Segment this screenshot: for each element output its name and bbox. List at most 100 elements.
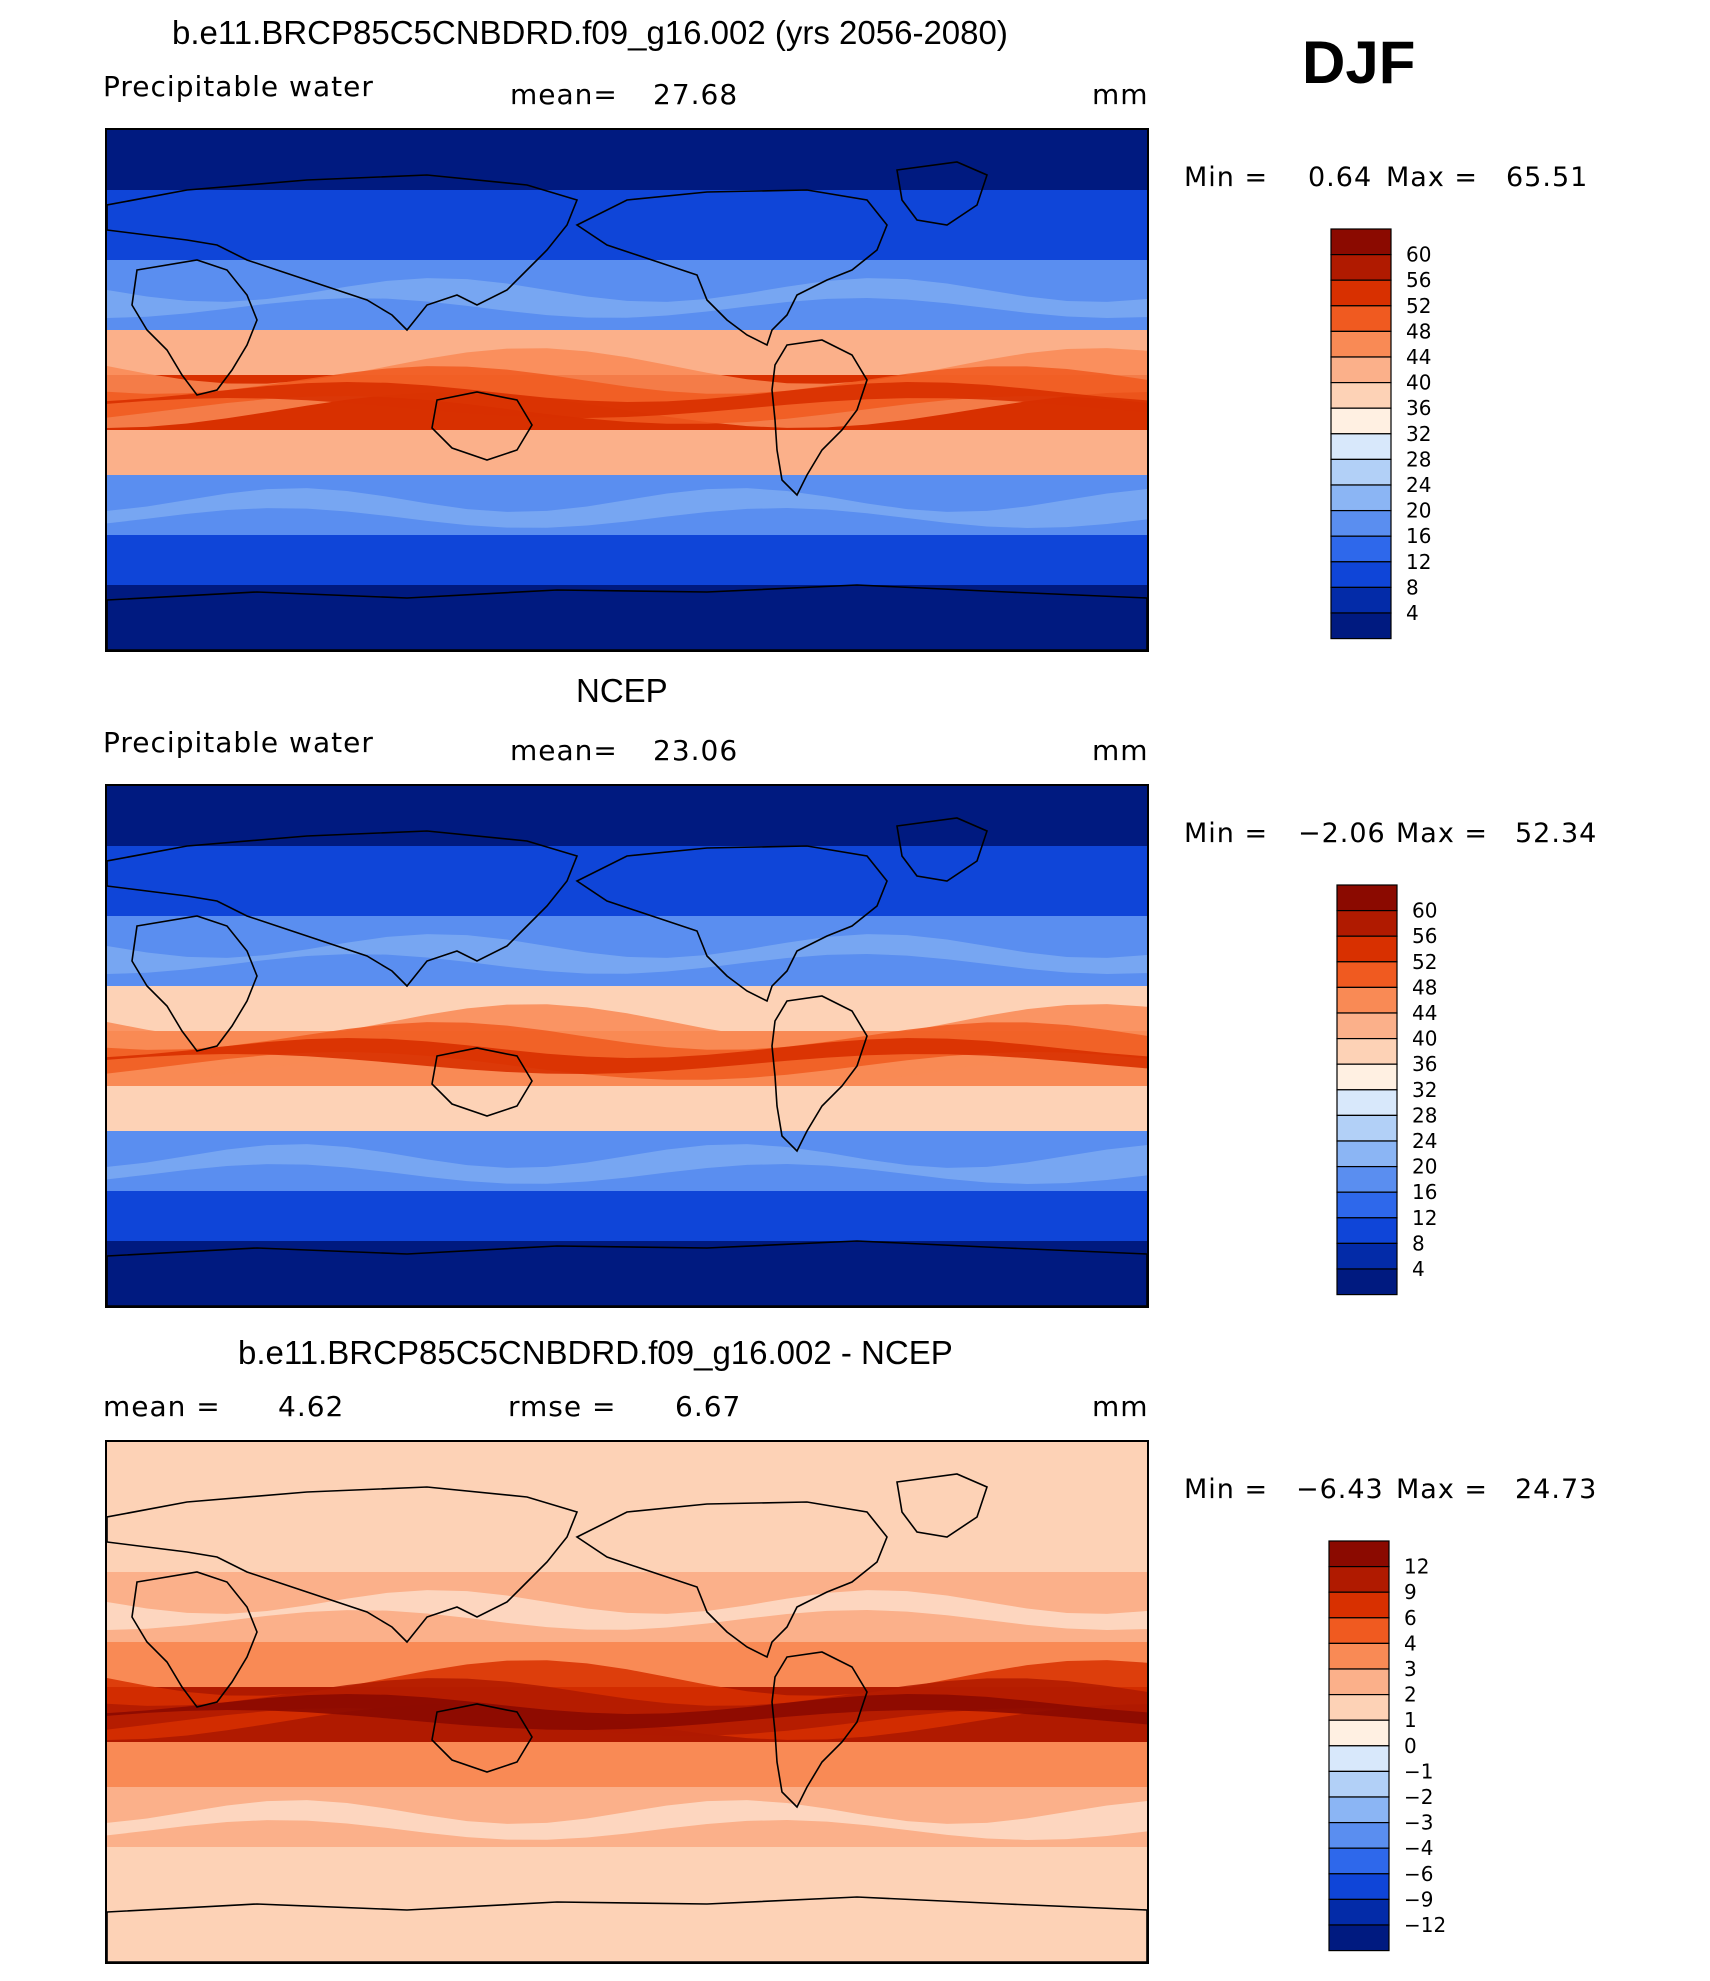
colorbar-swatch [1328, 1898, 1390, 1926]
colorbar-tick-label: −3 [1404, 1811, 1433, 1835]
colorbar-tick-label: −6 [1404, 1862, 1433, 1886]
colorbar-tick-label: 44 [1412, 1001, 1437, 1025]
colorbar-tick-label: 2 [1404, 1683, 1417, 1707]
panel-obs-units: mm [1092, 734, 1149, 767]
panel-diff-map [105, 1440, 1149, 1964]
colorbar-swatch [1336, 1191, 1398, 1219]
field-contour [107, 1800, 1147, 1840]
coastline [107, 830, 579, 988]
colorbar-swatch [1336, 1140, 1398, 1168]
field-band [107, 846, 1147, 916]
colorbar-tick-label: 8 [1412, 1231, 1425, 1255]
coastline [771, 1651, 868, 1809]
field-band [107, 130, 1147, 190]
colorbar-swatch [1328, 1719, 1390, 1747]
colorbar-tick-label: 3 [1404, 1657, 1417, 1681]
panel-diff-mean-label: mean = [103, 1390, 221, 1423]
field-band [107, 585, 1147, 650]
colorbar-tick-label: 24 [1412, 1129, 1437, 1153]
colorbar-swatch [1336, 1114, 1398, 1142]
colorbar-tick-label: 16 [1412, 1180, 1437, 1204]
colorbar-tick-label: 24 [1406, 473, 1431, 497]
field-contour [107, 278, 1147, 318]
field-band [107, 1442, 1147, 1502]
colorbar-tick-label: 0 [1404, 1734, 1417, 1758]
colorbar-swatch [1336, 909, 1398, 937]
field-band [107, 1086, 1147, 1131]
colorbar-tick-label: −4 [1404, 1836, 1433, 1860]
colorbar-tick-label: 56 [1406, 268, 1431, 292]
colorbar-swatch [1336, 1063, 1398, 1091]
panel-diff-mean-value: 4.62 [278, 1390, 345, 1423]
colorbar-swatch [1328, 1770, 1390, 1798]
panel-model-map [105, 128, 1149, 652]
colorbar-swatch [1330, 433, 1392, 460]
panel-diff-units: mm [1092, 1390, 1149, 1423]
panel-diff-max-label: Max = [1396, 1474, 1489, 1505]
colorbar-swatch [1328, 1617, 1390, 1644]
colorbar-swatch [1336, 1089, 1398, 1116]
colorbar-swatch [1336, 961, 1398, 988]
colorbar-swatch [1336, 986, 1398, 1014]
field-contour [107, 488, 1147, 528]
coastline [107, 1486, 579, 1644]
colorbar-swatch [1328, 1668, 1390, 1696]
colorbar-swatch [1330, 228, 1392, 256]
colorbar-tick-label: 16 [1406, 524, 1431, 548]
coastline [431, 391, 533, 461]
colorbar-swatch [1336, 1268, 1398, 1296]
panel-model-max-label: Max = [1386, 162, 1479, 193]
coastline [107, 584, 1147, 650]
panel-model-max-value: 65.51 [1506, 162, 1589, 193]
colorbar-swatch [1328, 1693, 1390, 1721]
colorbar-tick-label: 60 [1412, 899, 1437, 923]
colorbar-swatch [1330, 484, 1392, 512]
panel-obs-max-label: Max = [1396, 818, 1489, 849]
coastline [431, 1703, 533, 1773]
colorbar-tick-label: 4 [1412, 1257, 1425, 1281]
colorbar-tick-label: −12 [1404, 1913, 1446, 1937]
colorbar-swatch [1330, 407, 1392, 435]
colorbar-tick-label: 32 [1412, 1078, 1437, 1102]
colorbar-tick-label: 9 [1404, 1580, 1417, 1604]
colorbar-tick-label: 56 [1412, 924, 1437, 948]
colorbar-tick-label: 40 [1406, 371, 1431, 395]
colorbar-tick-label: 28 [1412, 1103, 1437, 1127]
field-band [107, 1241, 1147, 1306]
colorbar-swatch [1328, 1642, 1390, 1670]
colorbar-tick-label: 60 [1406, 243, 1431, 267]
colorbar-tick-label: 12 [1406, 550, 1431, 574]
panel-diff-max-value: 24.73 [1515, 1474, 1598, 1505]
colorbar-swatch [1330, 586, 1392, 614]
colorbar-swatch [1330, 612, 1392, 640]
panel-model-field [107, 130, 1147, 650]
colorbar-swatch [1330, 381, 1392, 409]
colorbar-swatch [1330, 458, 1392, 486]
colorbar-tick-label: −2 [1404, 1785, 1433, 1809]
panel-model-variable: Precipitable water [103, 70, 374, 103]
colorbar-tick-label: 4 [1406, 601, 1419, 625]
panel-obs-min-label: Min = [1184, 818, 1269, 849]
field-band [107, 1897, 1147, 1962]
field-band [107, 1191, 1147, 1241]
panel-obs-field [107, 786, 1147, 1306]
field-band [107, 190, 1147, 260]
colorbar-swatch [1328, 1540, 1390, 1568]
colorbar-tick-label: 40 [1412, 1027, 1437, 1051]
panel-model-units: mm [1092, 78, 1149, 111]
panel-obs-mean-label: mean= [510, 734, 618, 767]
panel-model-title: b.e11.BRCP85C5CNBDRD.f09_g16.002 (yrs 20… [172, 14, 1008, 51]
colorbar-swatch [1336, 1012, 1398, 1040]
field-contour [107, 366, 1147, 424]
panel-model-colorbar: 60 56 52 48 44 40 36 32 28 24 20 16 12 8 4 [1330, 228, 1480, 647]
field-band [107, 1502, 1147, 1572]
colorbar-tick-label: 28 [1406, 447, 1431, 471]
colorbar-swatch [1328, 1847, 1390, 1875]
field-band [107, 1742, 1147, 1787]
colorbar-swatch [1330, 330, 1392, 358]
coastline [431, 1047, 533, 1117]
colorbar-tick-label: 32 [1406, 422, 1431, 446]
coastline [896, 161, 988, 226]
panel-model-mean-label: mean= [510, 78, 618, 111]
colorbar-swatch [1330, 535, 1392, 563]
